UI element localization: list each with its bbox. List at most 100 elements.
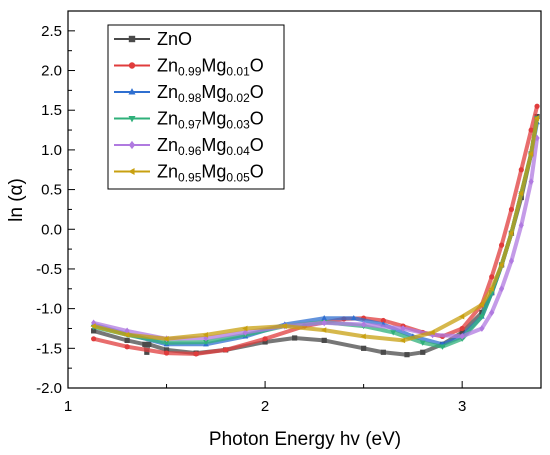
y-tick-label: 2.0 (41, 63, 62, 80)
data-point (459, 333, 465, 340)
data-point (489, 309, 495, 316)
legend-label-part: Mg (201, 56, 226, 76)
data-point (400, 325, 406, 332)
data-point (163, 340, 170, 346)
legend-label-subscript: 0.02 (226, 91, 250, 105)
data-point (534, 103, 540, 109)
legend-label: Zn0.98Mg0.02O (157, 82, 264, 105)
data-point (281, 323, 287, 329)
y-tick-label: 0.5 (41, 182, 62, 199)
legend-swatch-marker (128, 35, 136, 43)
data-point (380, 349, 386, 355)
data-point (242, 325, 248, 332)
legend-label-part: Zn (157, 162, 178, 182)
data-point (420, 349, 426, 355)
data-point (488, 285, 494, 292)
data-point (350, 315, 357, 321)
data-point (193, 351, 199, 357)
legend-label-part: Zn (157, 109, 178, 129)
data-point (459, 313, 465, 320)
data-point (292, 335, 298, 341)
data-point (163, 335, 169, 342)
data-point (479, 314, 485, 320)
data-point (163, 350, 170, 356)
data-point (534, 134, 540, 142)
series-line (93, 137, 540, 341)
data-point (498, 242, 505, 248)
data-point (528, 127, 534, 133)
legend-label: Zn0.97Mg0.03O (157, 109, 264, 132)
data-point (223, 347, 229, 353)
y-tick-label: 1.0 (41, 142, 62, 159)
data-point (202, 331, 209, 338)
data-point (321, 315, 328, 321)
data-point (439, 344, 446, 350)
legend-label-subscript: 0.01 (226, 65, 250, 79)
data-point (498, 262, 504, 268)
data-point (528, 178, 534, 186)
legend-label-subscript: 0.96 (178, 144, 202, 158)
data-point (124, 331, 130, 338)
legend-swatch-marker (128, 140, 136, 150)
legend-label-subscript: 0.99 (178, 65, 202, 79)
data-point (124, 344, 130, 350)
legend-label-part: O (250, 109, 264, 129)
y-axis-title: ln (α) (6, 178, 27, 222)
y-tick-label: -1.0 (36, 301, 62, 318)
data-point (321, 319, 327, 327)
data-point (518, 167, 524, 173)
data-point (203, 339, 209, 346)
data-point (262, 339, 268, 345)
series-line (93, 117, 540, 343)
legend-box (107, 24, 285, 190)
legend-label-subscript: 0.97 (178, 118, 202, 132)
legend-label-part: Mg (201, 135, 226, 155)
plot-frame (67, 10, 542, 389)
legend-label-part: Mg (201, 162, 226, 182)
y-tick-label: 0.0 (41, 221, 62, 238)
data-point (508, 230, 514, 237)
legend-label-part: O (250, 56, 264, 76)
data-point (404, 352, 410, 358)
x-tick-label: 2 (261, 398, 269, 415)
data-point (508, 206, 515, 213)
legend-label-part: ZnO (157, 29, 192, 49)
data-point (399, 337, 406, 344)
legend-label-subscript: 0.04 (226, 144, 250, 158)
data-point (91, 336, 97, 342)
data-point (518, 190, 524, 197)
data-point (479, 325, 485, 332)
data-point (533, 115, 540, 122)
data-point (459, 325, 465, 332)
legend-label: Zn0.95Mg0.05O (157, 162, 264, 185)
data-point (390, 330, 397, 336)
legend-swatch-marker (128, 115, 136, 123)
legend-label-part: Mg (201, 109, 226, 129)
y-tick-label: 1.5 (41, 102, 62, 119)
data-point (262, 336, 268, 342)
data-point (459, 329, 465, 336)
legend-label: Zn0.96Mg0.04O (157, 135, 264, 158)
data-point (124, 337, 130, 343)
y-tick-label: -0.5 (36, 261, 62, 278)
x-axis: 1 2 3 (64, 381, 466, 415)
data-point (380, 317, 386, 324)
data-point (360, 333, 366, 340)
data-point (144, 349, 150, 355)
legend-swatch-marker (128, 167, 135, 176)
legend-swatch-marker (128, 62, 136, 69)
x-axis-title: Photon Energy hv (eV) (209, 429, 401, 450)
data-point (163, 347, 170, 353)
x-tick-label: 1 (64, 398, 72, 415)
data-point (90, 323, 96, 329)
data-point (146, 341, 152, 347)
legend-label: ZnO (157, 29, 192, 49)
legend-label-subscript: 0.03 (226, 118, 250, 132)
data-point (142, 341, 148, 347)
data-point (419, 340, 426, 346)
data-point (528, 151, 534, 157)
data-point (478, 301, 484, 308)
data-point (361, 321, 367, 328)
data-point (429, 329, 435, 336)
data-point (498, 285, 505, 293)
